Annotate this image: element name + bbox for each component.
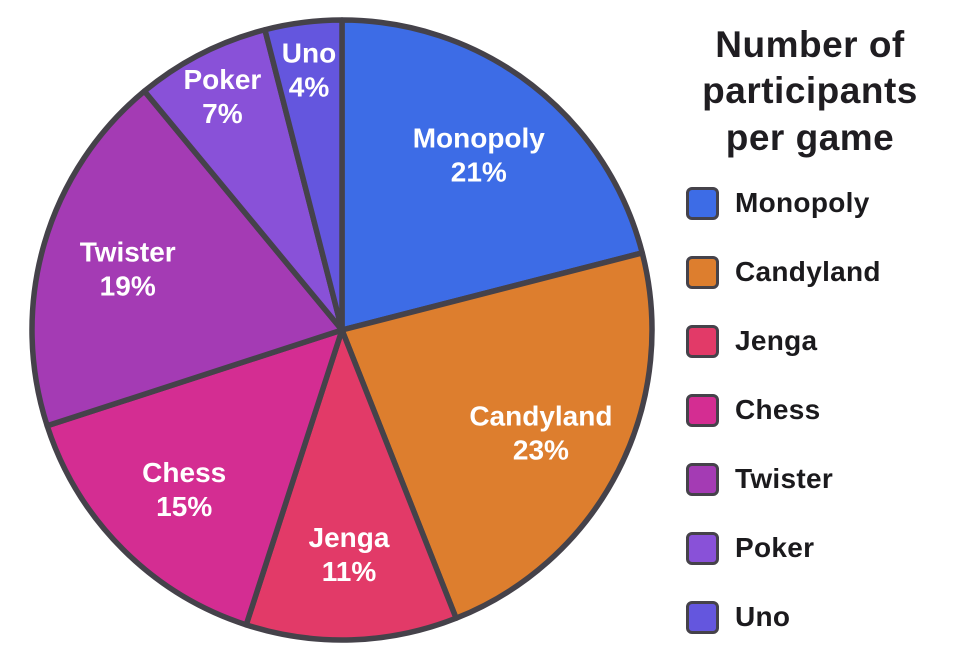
slice-label-twister: Twister 19%: [80, 237, 176, 302]
pie-slice-poker: [141, 26, 345, 333]
legend-swatch-chess: [686, 393, 719, 427]
slice-label-candyland: Candyland 23%: [469, 400, 612, 465]
slice-label-monopoly: Monopoly 21%: [413, 123, 546, 188]
legend-item-jenga: Jenga: [686, 324, 960, 358]
legend-label: Jenga: [735, 325, 818, 357]
legend-item-monopoly: Monopoly: [686, 186, 960, 220]
legend-label: Twister: [735, 463, 834, 495]
legend-item-twister: Twister: [686, 462, 960, 496]
legend-swatch-uno: [686, 600, 719, 634]
slice-label-chess: Chess 15%: [142, 457, 226, 522]
legend-swatch-poker: [686, 531, 719, 565]
legend-swatch-candyland: [686, 255, 719, 289]
slice-label-uno: Uno 4%: [282, 38, 336, 103]
pie-slice-twister: [29, 88, 345, 429]
pie-chart: Monopoly 21% Candyland 23% Jenga 11% Chess 15% T…: [29, 17, 655, 643]
legend-swatch-twister: [686, 462, 719, 496]
pie-slice-monopoly: [339, 17, 646, 333]
legend-label: Poker: [735, 532, 815, 564]
legend-item-chess: Chess: [686, 393, 960, 427]
legend-label: Monopoly: [735, 187, 870, 219]
legend-swatch-jenga: [686, 324, 719, 358]
legend-item-uno: Uno: [686, 600, 960, 634]
legend-item-candyland: Candyland: [686, 255, 960, 289]
slice-label-poker: Poker 7%: [183, 64, 261, 129]
legend-label: Chess: [735, 394, 821, 426]
legend-item-poker: Poker: [686, 531, 960, 565]
pie-slice-jenga: [243, 327, 459, 643]
legend-swatch-monopoly: [686, 186, 719, 220]
legend-label: Uno: [735, 601, 791, 633]
pie-area: Monopoly 21% Candyland 23% Jenga 11% Chess 15% T…: [29, 17, 655, 643]
chart-title: Number of participants per game: [702, 24, 918, 158]
pie-slice-candyland: [339, 250, 655, 621]
pie-slice-uno: [262, 17, 345, 333]
legend: Number of participants per game Monopoly…: [660, 0, 960, 654]
legend-items: Monopoly Candyland Jenga Chess Twister Poker U…: [660, 186, 960, 634]
legend-label: Candyland: [735, 256, 881, 288]
slice-label-jenga: Jenga 11%: [309, 522, 390, 587]
